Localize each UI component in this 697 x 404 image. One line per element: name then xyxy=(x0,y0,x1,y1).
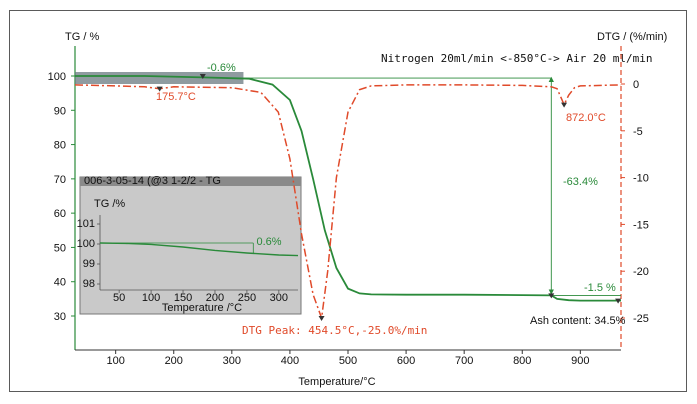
y-right-ticks: 0 -5 -10 -15 -20 -25 xyxy=(621,79,649,325)
x-tick-label: 100 xyxy=(106,355,124,367)
x-tick-label: 300 xyxy=(223,355,241,367)
y-left-tick-label: 40 xyxy=(54,277,66,289)
x-tick-label: 600 xyxy=(397,355,415,367)
tg-step2-label: -63.4% xyxy=(563,176,598,188)
dtg-peak-marker-175 xyxy=(156,86,163,92)
inset-tg-series xyxy=(99,242,299,257)
dtg-peak-marker-872 xyxy=(561,102,568,108)
y-left-tick-label: 100 xyxy=(48,71,66,83)
inset-header: 006-3-05-14 (@3 1-2/2 - TG xyxy=(84,175,221,187)
inset-y-ticks: 101 100 99 98 xyxy=(77,218,100,290)
x-tick-label: 900 xyxy=(571,355,589,367)
y-left-ticks: 100 90 80 70 60 50 40 30 xyxy=(48,71,75,323)
condition-label: Nitrogen 20ml/min <-850°C-> Air 20 ml/mi… xyxy=(381,52,653,65)
dtg-peak1-label: 175.7°C xyxy=(156,91,196,103)
x-tick-label: 400 xyxy=(281,355,299,367)
inset-x-tick-label: 100 xyxy=(142,292,160,304)
y-right-tick-label: -25 xyxy=(633,313,649,325)
inset-x-tick-label: 300 xyxy=(270,292,288,304)
inset-x-ticks: 50 100 150 200 250 300 xyxy=(113,290,288,304)
y-left-tick-label: 30 xyxy=(54,311,66,323)
inset-y-tick-label: 101 xyxy=(77,218,95,230)
x-axis-label: Temperature/°C xyxy=(298,376,375,388)
y-right-tick-label: -5 xyxy=(633,126,643,138)
ash-content-label: Ash content: 34.5% xyxy=(530,315,626,327)
dtg-main-peak-label: DTG Peak: 454.5°C,-25.0%/min xyxy=(242,324,427,337)
inset-y-tick-label: 98 xyxy=(83,278,95,290)
tg-end-marker xyxy=(615,298,622,304)
tg-onset-marker xyxy=(199,74,206,79)
inset-y-label: TG /% xyxy=(94,198,125,210)
y-right-tick-label: -10 xyxy=(633,173,649,185)
dtg-series xyxy=(74,84,622,319)
y-right-axis-label: DTG / (%/min) xyxy=(597,31,667,43)
x-tick-label: 500 xyxy=(339,355,357,367)
inset-header-bar xyxy=(80,177,301,186)
tg-step1-label: -0.6% xyxy=(207,62,236,74)
inset-chart: 006-3-05-14 (@3 1-2/2 - TG TG /% Tempera… xyxy=(77,175,302,315)
dtg-peak-marker-454 xyxy=(318,316,325,321)
inset-background xyxy=(79,176,302,315)
inset-x-tick-label: 150 xyxy=(174,292,192,304)
y-left-tick-label: 80 xyxy=(54,140,66,152)
tg-step3-label: -1.5 % xyxy=(584,282,616,294)
y-right-tick-label: -15 xyxy=(633,219,649,231)
x-tick-label: 200 xyxy=(165,355,183,367)
x-tick-label: 800 xyxy=(513,355,531,367)
y-left-axis-label: TG / % xyxy=(65,31,99,43)
y-left-tick-label: 50 xyxy=(54,242,66,254)
tg-step-marker xyxy=(548,293,555,299)
y-left-tick-label: 70 xyxy=(54,174,66,186)
y-right-tick-label: -20 xyxy=(633,266,649,278)
dtg-peak3-label: 872.0°C xyxy=(566,112,606,124)
inset-step-label: 0.6% xyxy=(256,236,281,248)
x-ticks: 100 200 300 400 500 600 700 800 900 xyxy=(106,350,590,367)
inset-x-tick-label: 50 xyxy=(113,292,125,304)
tg-series xyxy=(75,75,621,302)
y-right-tick-label: 0 xyxy=(633,79,639,91)
inset-x-tick-label: 250 xyxy=(238,292,256,304)
inset-y-tick-label: 99 xyxy=(83,258,95,270)
y-left-tick-label: 90 xyxy=(54,105,66,117)
y-left-tick-label: 60 xyxy=(54,208,66,220)
inset-x-tick-label: 200 xyxy=(206,292,224,304)
x-tick-label: 700 xyxy=(455,355,473,367)
inset-y-tick-label: 100 xyxy=(77,238,95,250)
inset-x-label: Temperature /°C xyxy=(162,302,242,314)
